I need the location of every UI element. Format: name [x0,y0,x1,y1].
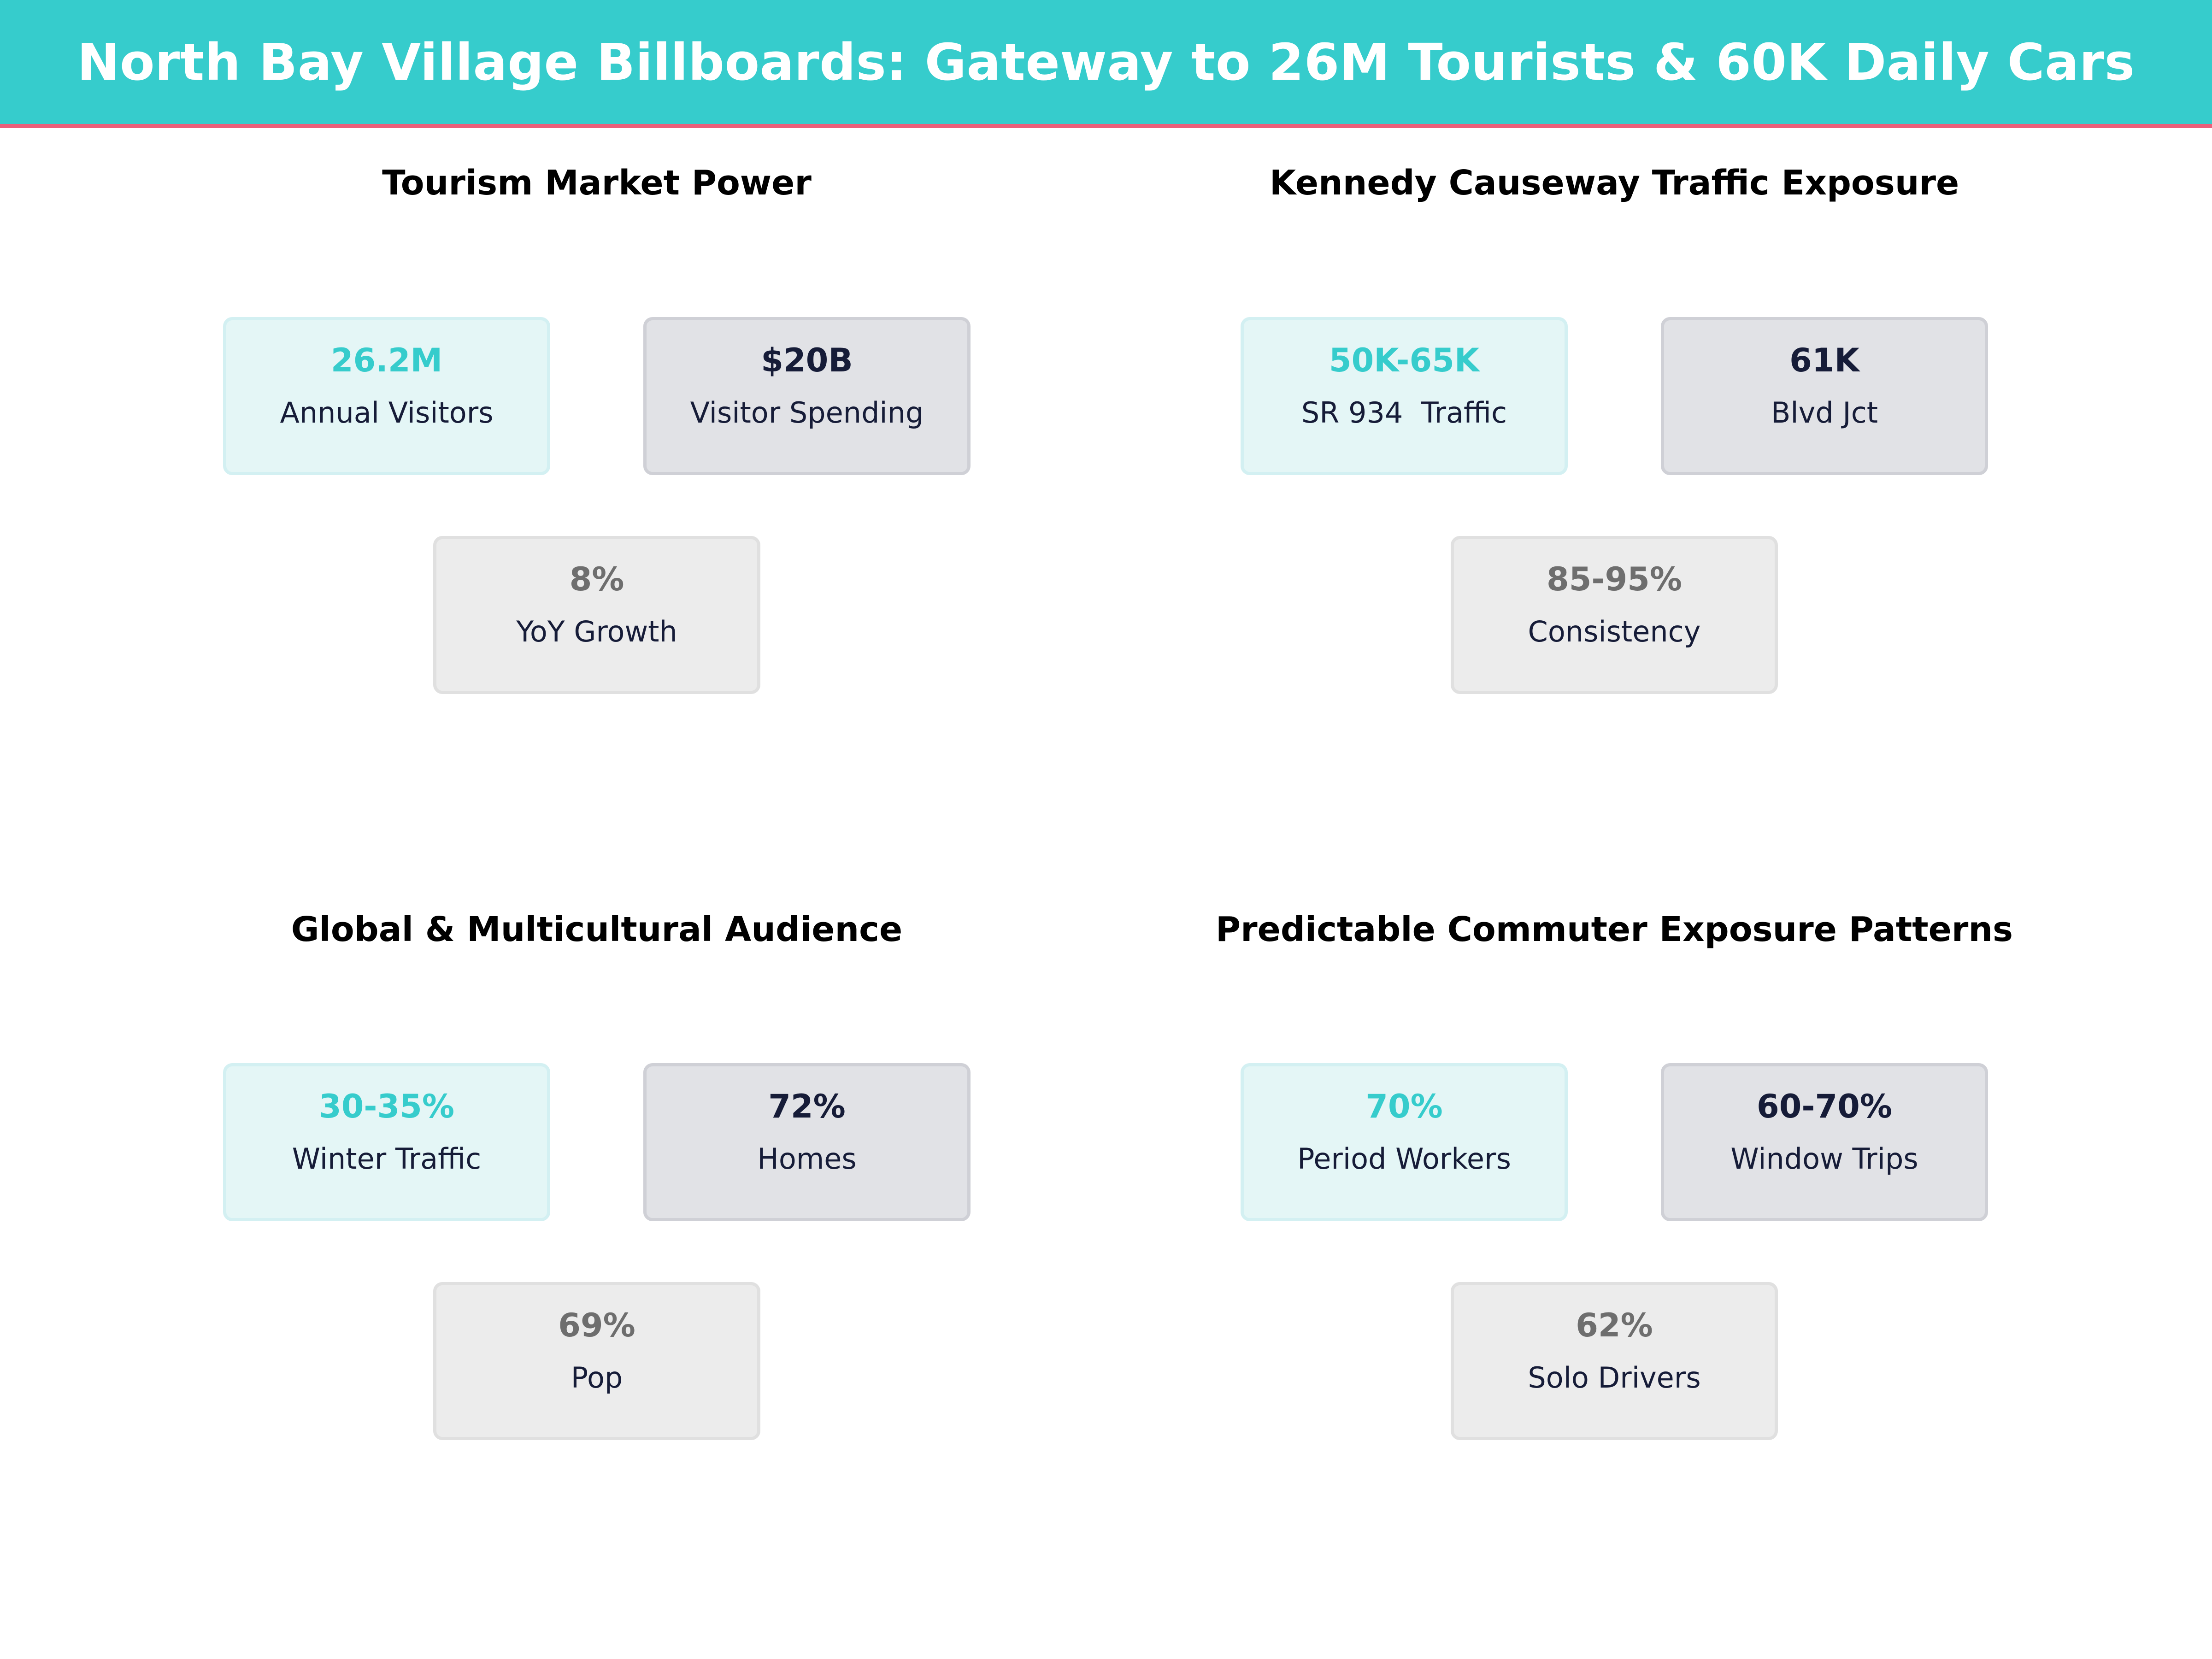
stat-label: Blvd Jct [1771,396,1878,429]
section-title-commuter: Predictable Commuter Exposure Patterns [1215,910,2013,949]
page-title: North Bay Village Billboards: Gateway to… [77,32,2135,92]
stat-card-solo-drivers: 62% Solo Drivers [1451,1282,1778,1440]
stat-card-pop: 69% Pop [433,1282,760,1440]
stat-card-winter-traffic: 30-35% Winter Traffic [223,1063,550,1221]
stat-value: 60-70% [1756,1088,1892,1125]
stat-card-visitor-spending: $20B Visitor Spending [643,317,971,475]
stat-value: 62% [1576,1306,1653,1344]
stat-value: 70% [1365,1088,1443,1125]
stat-card-window-trips: 60-70% Window Trips [1661,1063,1988,1221]
stat-value: 69% [558,1306,635,1344]
section-title-traffic: Kennedy Causeway Traffic Exposure [1269,163,1959,203]
stat-value: 30-35% [318,1088,454,1125]
stat-label: Visitor Spending [690,396,924,429]
stat-card-sr934-traffic: 50K-65K SR 934 Traffic [1241,317,1568,475]
stat-label: Consistency [1528,615,1701,648]
stat-card-blvd-jct: 61K Blvd Jct [1661,317,1988,475]
stat-value: 26.2M [330,341,443,379]
stat-label: Annual Visitors [280,396,494,429]
stat-value: 8% [569,560,624,598]
stat-card-annual-visitors: 26.2M Annual Visitors [223,317,550,475]
header-banner: North Bay Village Billboards: Gateway to… [0,0,2212,128]
stat-label: SR 934 Traffic [1301,396,1507,429]
stat-value: $20B [761,341,853,379]
stat-value: 72% [768,1088,846,1125]
stat-card-consistency: 85-95% Consistency [1451,536,1778,694]
stat-label: YoY Growth [516,615,677,648]
stat-card-period-workers: 70% Period Workers [1241,1063,1568,1221]
stat-value: 85-95% [1546,560,1682,598]
stat-label: Winter Traffic [292,1142,482,1176]
stat-label: Window Trips [1730,1142,1918,1176]
section-title-tourism: Tourism Market Power [382,163,812,203]
section-title-audience: Global & Multicultural Audience [291,910,903,949]
stat-value: 50K-65K [1329,341,1480,379]
stat-card-homes: 72% Homes [643,1063,971,1221]
stat-value: 61K [1789,341,1859,379]
stat-label: Pop [571,1361,623,1394]
stat-label: Solo Drivers [1528,1361,1701,1394]
stat-label: Period Workers [1297,1142,1511,1176]
stat-card-yoy-growth: 8% YoY Growth [433,536,760,694]
stat-label: Homes [757,1142,857,1176]
